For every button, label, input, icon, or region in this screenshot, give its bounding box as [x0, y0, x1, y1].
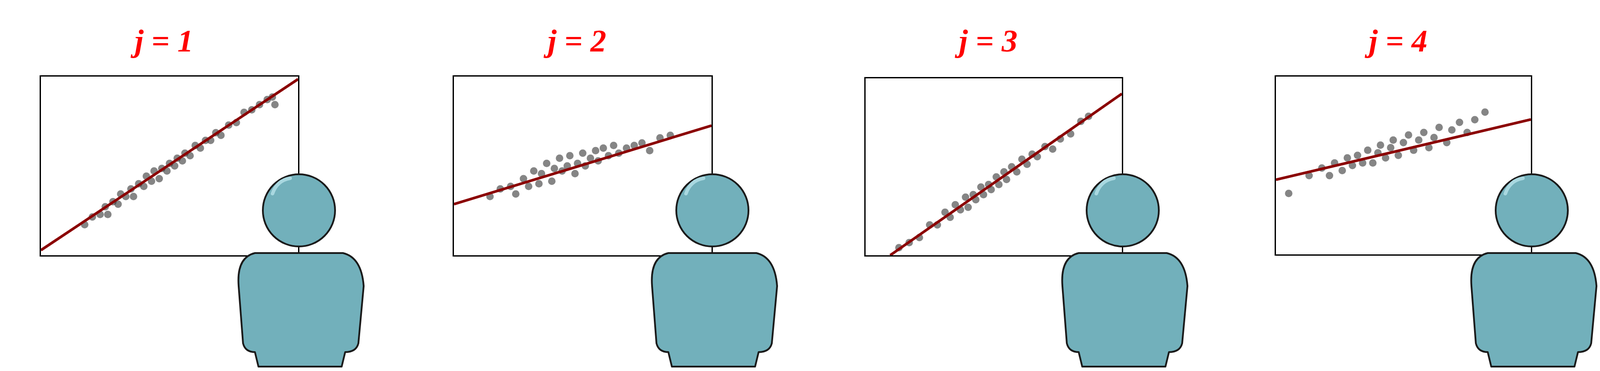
svg-text:j = 2: j = 2: [543, 23, 607, 59]
svg-text:j = 4: j = 4: [1364, 23, 1428, 59]
svg-text:j = 1: j = 1: [130, 23, 194, 59]
svg-text:j = 3: j = 3: [954, 23, 1018, 59]
